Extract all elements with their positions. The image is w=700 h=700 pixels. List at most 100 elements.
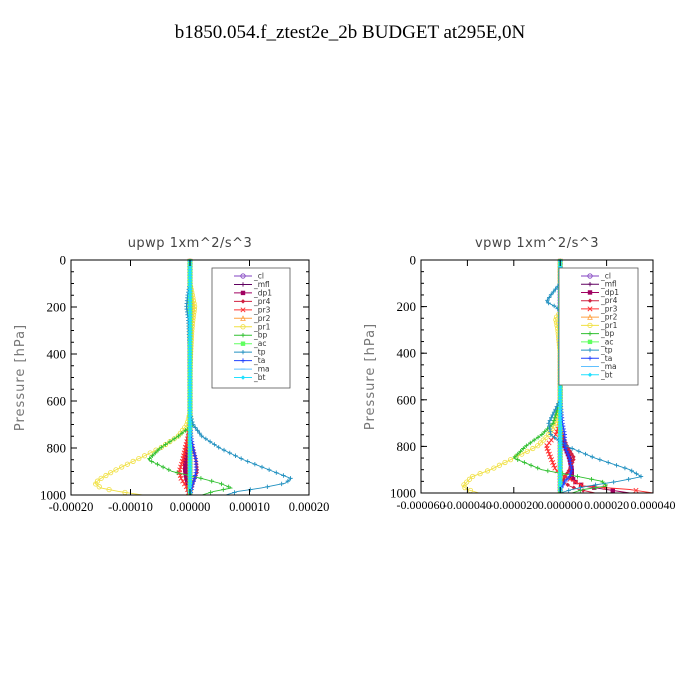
data-point (629, 468, 634, 474)
data-point (187, 377, 193, 382)
data-point (567, 474, 572, 479)
data-point (558, 384, 563, 390)
x-tick-label: 0.000040 (631, 498, 676, 512)
data-point (553, 407, 558, 412)
data-point (147, 450, 153, 456)
data-point (216, 445, 221, 450)
data-point (552, 435, 557, 440)
data-point (179, 430, 185, 436)
data-point (570, 477, 576, 482)
data-point (187, 332, 193, 337)
data-point (163, 442, 168, 447)
data-point (622, 465, 628, 471)
data-point (191, 478, 196, 484)
data-point (187, 306, 193, 312)
data-point (464, 479, 470, 485)
legend-marker (587, 347, 593, 353)
data-point (496, 462, 503, 468)
data-point (183, 462, 188, 467)
data-point (187, 456, 193, 461)
data-point (550, 421, 556, 426)
data-point (558, 457, 563, 462)
data-point (530, 445, 536, 452)
data-point (590, 454, 595, 460)
data-point (288, 476, 293, 481)
data-point (558, 460, 563, 465)
data-point (187, 352, 193, 357)
data-point (521, 446, 526, 451)
data-point (547, 426, 552, 432)
data-point (187, 270, 193, 275)
data-point (197, 430, 202, 436)
legend-marker (587, 339, 593, 345)
data-point (219, 481, 224, 487)
data-point (187, 476, 193, 481)
data-point (531, 437, 537, 443)
data-point (461, 482, 467, 488)
data-point (184, 478, 190, 484)
x-tick-label: 0.00000 (170, 500, 211, 514)
legend-label: _pr3 (253, 305, 271, 314)
data-point (136, 455, 142, 462)
data-point (626, 477, 631, 482)
data-point (183, 428, 188, 433)
legend-label: _cl (253, 272, 264, 281)
legend-label: _mfl (600, 280, 617, 289)
legend-label: _dp1 (253, 288, 272, 297)
data-point (141, 453, 148, 459)
legend-marker (587, 290, 593, 295)
data-point (199, 433, 204, 439)
legend-label: _pr1 (253, 322, 271, 331)
legend-marker (587, 372, 593, 377)
data-point (187, 425, 193, 430)
data-point (558, 463, 563, 468)
legend-marker (240, 324, 246, 330)
y-tick-label: 600 (397, 392, 417, 407)
y-tick-label: 600 (47, 394, 67, 409)
data-point (187, 411, 193, 416)
data-point (614, 463, 619, 468)
data-point (248, 487, 253, 492)
data-point (578, 482, 584, 488)
y-tick-label: 200 (47, 300, 67, 315)
legend-label: _bp (253, 331, 268, 340)
data-point (563, 446, 568, 451)
data-point (558, 454, 563, 460)
data-point (185, 481, 190, 487)
data-point (227, 450, 232, 456)
data-point (187, 267, 193, 272)
data-point (245, 459, 250, 464)
legend-marker (240, 273, 246, 279)
data-point (638, 474, 644, 479)
legend-marker (240, 282, 246, 287)
data-point (470, 473, 476, 480)
data-point (606, 460, 611, 465)
legend-label: _tp (253, 348, 266, 357)
data-point (535, 443, 541, 449)
data-point (187, 416, 193, 422)
data-point (155, 462, 160, 467)
data-point (113, 467, 119, 473)
data-point (558, 443, 563, 448)
data-point (542, 429, 547, 434)
data-point (477, 471, 483, 477)
data-point (96, 484, 102, 490)
data-point (187, 419, 193, 425)
data-point (187, 433, 193, 439)
data-point (187, 397, 193, 402)
legend-marker (240, 341, 246, 346)
data-point (548, 292, 554, 297)
data-point (547, 418, 553, 423)
data-point (543, 434, 549, 440)
data-point (195, 428, 200, 433)
data-point (544, 445, 550, 452)
data-point (572, 479, 579, 485)
data-point (558, 398, 563, 404)
data-point (187, 363, 193, 368)
data-point (187, 340, 193, 346)
data-point (558, 418, 563, 423)
data-point (98, 475, 104, 481)
data-point (491, 465, 497, 471)
legend-label: _bt (253, 373, 266, 382)
